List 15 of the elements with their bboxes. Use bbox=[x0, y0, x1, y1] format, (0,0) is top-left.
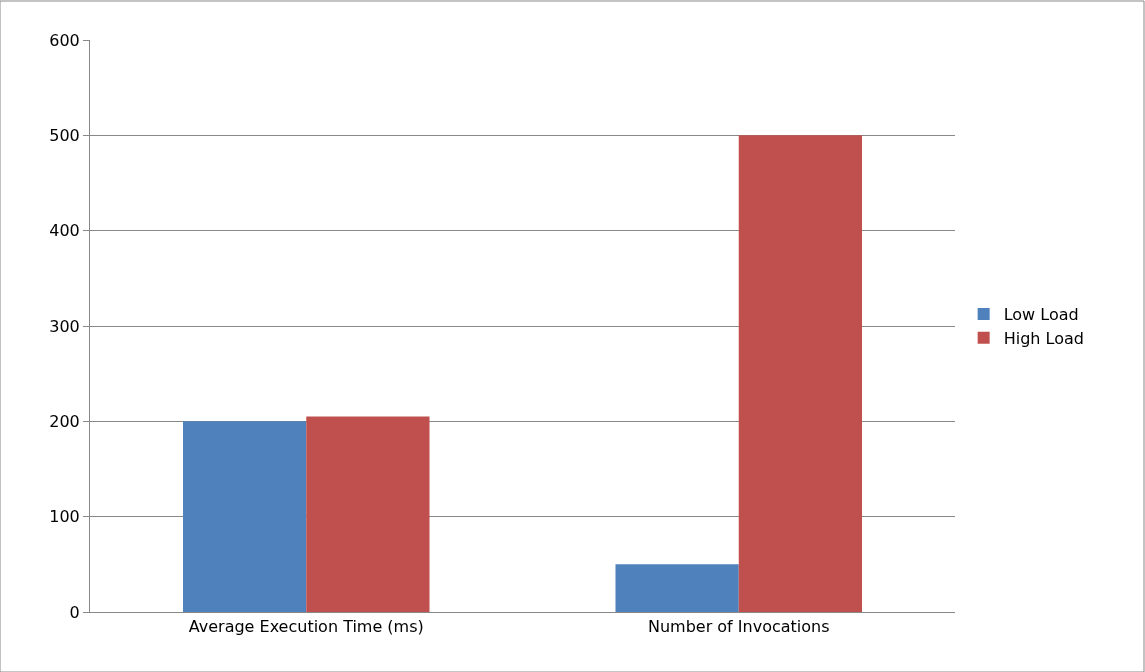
x-tick-label: Average Execution Time (ms) bbox=[188, 617, 424, 637]
y-tick-label: 100 bbox=[49, 507, 80, 527]
bar bbox=[306, 416, 430, 612]
bar bbox=[615, 564, 739, 612]
legend-label: High Load bbox=[1003, 328, 1084, 348]
y-tick-label: 0 bbox=[69, 602, 80, 622]
bar bbox=[182, 421, 307, 612]
y-tick-label: 600 bbox=[49, 30, 80, 50]
legend-label: Low Load bbox=[1003, 305, 1079, 325]
y-tick-label: 300 bbox=[49, 316, 80, 336]
x-tick-label: Number of Invocations bbox=[647, 617, 830, 637]
y-tick-label: 500 bbox=[49, 125, 80, 145]
y-tick-label: 200 bbox=[49, 411, 80, 431]
bar bbox=[738, 135, 863, 612]
y-tick-label: 400 bbox=[49, 221, 80, 241]
